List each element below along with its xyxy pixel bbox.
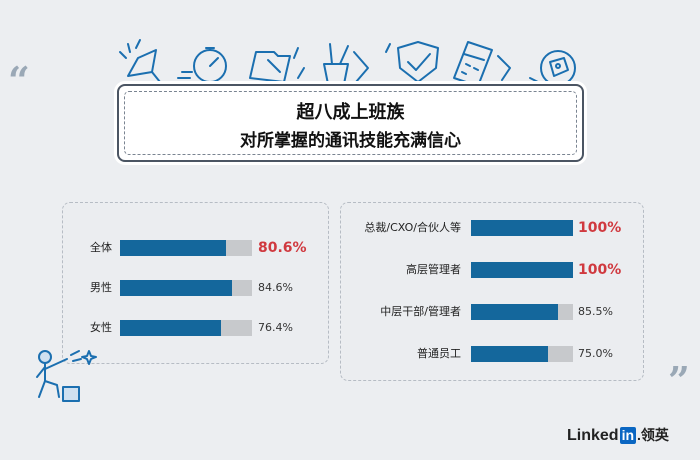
bar-category-label: 男性 [90, 281, 112, 294]
bar [120, 320, 221, 336]
logo-in-badge: in [619, 427, 637, 444]
bar-track [471, 304, 573, 320]
price-tag-icon [529, 50, 576, 86]
header-icons [119, 39, 576, 87]
bar-category-label: 全体 [90, 241, 112, 254]
bar-category-label: 总裁/CXO/合伙人等 [364, 221, 461, 234]
bar-value-label: 80.6% [258, 240, 307, 256]
bar-value-label: 84.6% [258, 281, 293, 294]
bar [471, 304, 559, 320]
bar-track [471, 346, 573, 362]
bar-category-label: 女性 [90, 321, 112, 334]
logo-text-main: Linked [567, 427, 619, 444]
bar-category-label: 高层管理者 [406, 263, 461, 276]
bar-category-label: 中层干部/管理者 [380, 305, 461, 318]
bar [471, 262, 573, 278]
bar-row: 全体 80.6% [0, 238, 700, 258]
title-line-2: 对所掌握的通讯技能充满信心 [240, 131, 461, 151]
title-box: 超八成上班族 对所掌握的通讯技能充满信心 [117, 84, 584, 162]
bar [471, 220, 573, 236]
bar-value-label: 85.5% [578, 305, 613, 318]
stopwatch-icon [177, 47, 227, 83]
bar-track [471, 220, 573, 236]
quote-mark-right: ” [668, 358, 690, 403]
bar [120, 280, 232, 296]
bar-row: 女性 76.4% [0, 318, 700, 338]
bar-track [120, 240, 252, 256]
quote-mark-left: “ [8, 58, 30, 103]
bar-row: 中层干部/管理者 85.5% [0, 302, 700, 322]
shield-icon [385, 41, 439, 83]
bar-value-label: 76.4% [258, 321, 293, 334]
bar-value-label: 100% [578, 220, 622, 236]
bar [120, 240, 227, 256]
person-with-star-icon [36, 350, 97, 402]
title-box-dashed-border [124, 91, 577, 155]
title-line-1: 超八成上班族 [296, 102, 405, 123]
bar-row: 普通员工 75.0% [0, 344, 700, 364]
bar-row: 男性 84.6% [0, 278, 700, 298]
folder-icon [249, 47, 305, 83]
bar-track [471, 262, 573, 278]
pen-cup-icon [323, 43, 369, 85]
bar-row: 总裁/CXO/合伙人等 100% [0, 218, 700, 238]
logo-text-cn: .领英 [637, 427, 669, 443]
bar-row: 高层管理者 100% [0, 260, 700, 280]
bar-value-label: 75.0% [578, 347, 613, 360]
bar-track [120, 320, 252, 336]
bar [471, 346, 548, 362]
bar-track [120, 280, 252, 296]
megaphone-icon [119, 39, 161, 83]
bar-category-label: 普通员工 [417, 347, 461, 360]
bar-value-label: 100% [578, 262, 622, 278]
calculator-icon [453, 41, 511, 87]
linkedin-logo: Linked in .领英 [567, 425, 669, 447]
